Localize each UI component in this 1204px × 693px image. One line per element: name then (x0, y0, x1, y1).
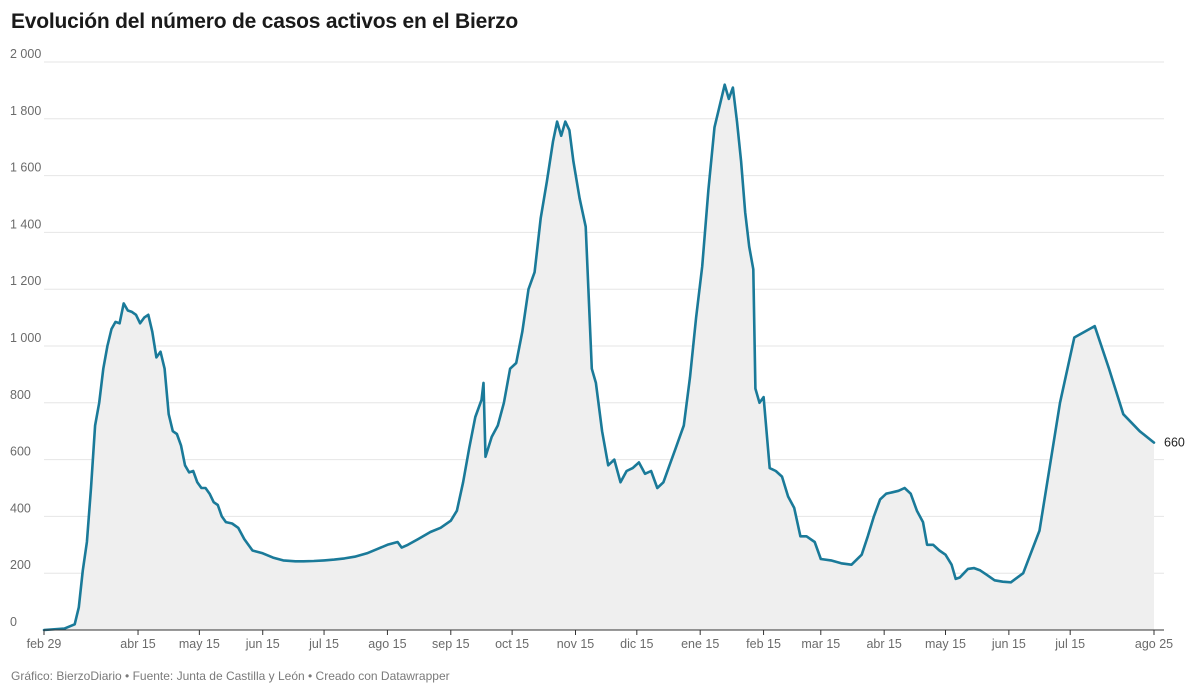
y-axis-ticks: 0 200 400 600 800 1 000 1 200 1 400 1 600 1 800 2 … (10, 47, 41, 629)
x-tick-label: jun 15 (245, 637, 280, 651)
y-tick-label: 2 000 (10, 47, 41, 61)
y-tick-label: 0 (10, 615, 17, 629)
chart-title: Evolución del número de casos activos en… (11, 10, 518, 33)
area-fill (44, 84, 1154, 630)
x-tick-label: oct 15 (495, 637, 529, 651)
x-tick-label: ago 25 (1135, 637, 1173, 651)
x-tick-label: nov 15 (557, 637, 595, 651)
y-tick-label: 600 (10, 445, 31, 459)
x-tick-label: jul 15 (1054, 637, 1085, 651)
end-value-label: 660 (1164, 436, 1185, 450)
x-tick-label: ene 15 (681, 637, 719, 651)
x-tick-label: dic 15 (620, 637, 653, 651)
x-tick-label: abr 15 (866, 637, 901, 651)
x-tick-label: feb 15 (746, 637, 781, 651)
series-line (42, 83, 1156, 632)
x-tick-label: may 15 (925, 637, 966, 651)
y-tick-label: 1 400 (10, 217, 41, 231)
y-tick-label: 800 (10, 388, 31, 402)
y-tick-label: 1 000 (10, 331, 41, 345)
chart-footer: Gráfico: BierzoDiario • Fuente: Junta de… (11, 669, 450, 683)
x-tick-label: may 15 (179, 637, 220, 651)
x-tick-label: abr 15 (120, 637, 155, 651)
x-tick-label: mar 15 (801, 637, 840, 651)
y-tick-label: 200 (10, 558, 31, 572)
y-tick-label: 1 800 (10, 104, 41, 118)
y-tick-label: 400 (10, 501, 31, 515)
x-tick-label: jul 15 (308, 637, 339, 651)
x-tick-label: sep 15 (432, 637, 470, 651)
x-axis-ticks: feb 29 abr 15 may 15 jun 15 jul 15 ago 15 sep … (27, 630, 1173, 651)
y-tick-label: 1 200 (10, 274, 41, 288)
x-tick-label: ago 15 (368, 637, 406, 651)
y-tick-label: 1 600 (10, 161, 41, 175)
x-tick-label: feb 29 (27, 637, 62, 651)
x-tick-label: jun 15 (991, 637, 1026, 651)
